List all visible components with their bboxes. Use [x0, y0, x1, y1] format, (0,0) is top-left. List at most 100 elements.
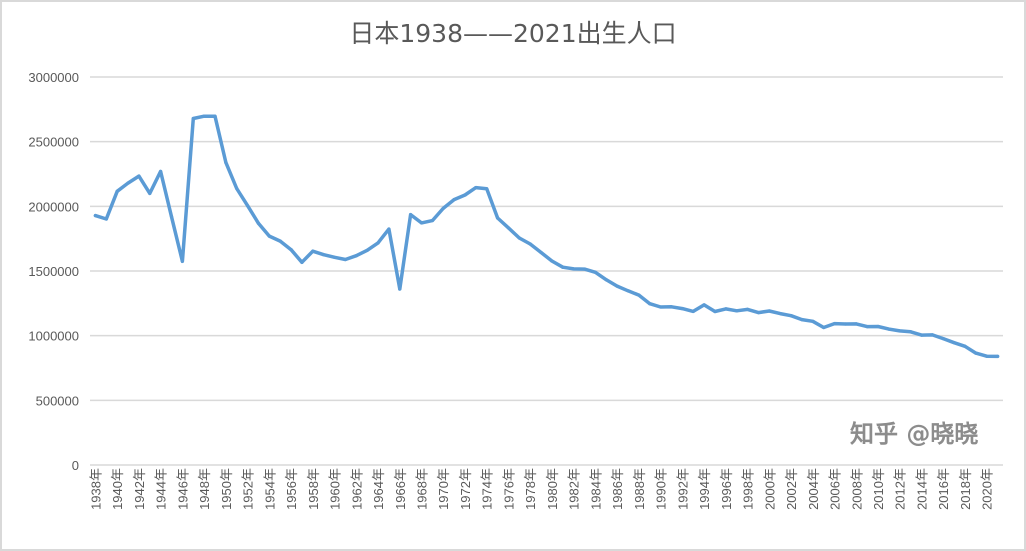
- x-tick-label: 2004年: [806, 468, 821, 510]
- data-point-1964: [376, 241, 380, 245]
- data-point-1959: [322, 253, 326, 257]
- data-point-1954: [267, 234, 271, 238]
- x-tick-label: 1992年: [675, 468, 690, 510]
- x-tick-label: 1940年: [110, 468, 125, 510]
- data-point-1939: [104, 217, 108, 221]
- data-point-1986: [615, 284, 619, 288]
- x-tick-label: 1970年: [436, 468, 451, 510]
- x-tick-label: 2006年: [828, 468, 843, 510]
- data-point-2010: [876, 324, 880, 329]
- x-tick-label: 1960年: [328, 468, 343, 510]
- data-point-1966: [398, 287, 402, 291]
- watermark: 知乎 @晓晓: [850, 420, 979, 448]
- x-tick-label: 1968年: [415, 468, 430, 510]
- y-tick-label: 500000: [36, 393, 79, 408]
- data-point-1990: [659, 305, 663, 309]
- data-point-2002: [789, 314, 793, 318]
- data-point-1998: [745, 307, 750, 312]
- x-tick-label: 2010年: [871, 468, 886, 510]
- data-point-1972: [463, 193, 467, 197]
- x-tick-label: 1962年: [349, 468, 364, 510]
- data-point-1955: [278, 239, 282, 243]
- data-point-1979: [539, 250, 543, 255]
- x-tick-label: 2012年: [893, 468, 908, 510]
- data-point-1991: [669, 305, 674, 309]
- data-point-2003: [800, 318, 804, 322]
- data-point-1963: [365, 248, 369, 252]
- x-tick-label: 1988年: [632, 468, 647, 510]
- data-point-1960: [332, 255, 337, 259]
- x-tick-label: 1994年: [697, 468, 712, 510]
- data-point-1969: [430, 218, 434, 223]
- x-tick-label: 2016年: [936, 468, 951, 510]
- data-point-1948: [202, 114, 206, 118]
- x-tick-label: 1984年: [588, 468, 603, 510]
- x-tick-label: 1948年: [197, 468, 212, 510]
- data-point-1952: [246, 204, 250, 208]
- data-point-2001: [778, 311, 782, 316]
- x-tick-label: 1980年: [545, 468, 560, 510]
- data-point-2009: [865, 325, 869, 329]
- y-tick-label: 0: [72, 458, 79, 473]
- x-tick-label: 1996年: [719, 468, 734, 510]
- x-tick-label: 2008年: [849, 468, 864, 510]
- data-point-1980: [550, 259, 554, 263]
- data-point-1968: [419, 221, 424, 225]
- data-point-1996: [724, 307, 728, 311]
- data-point-2005: [822, 325, 826, 330]
- data-point-1953: [256, 221, 261, 226]
- x-tick-label: 1974年: [480, 468, 495, 510]
- data-point-2018: [963, 344, 967, 348]
- x-tick-label: 1946年: [175, 468, 190, 510]
- y-tick-label: 2000000: [28, 199, 79, 214]
- data-point-1946: [180, 259, 184, 263]
- y-tick-label: 3000000: [28, 70, 79, 85]
- data-point-1981: [561, 265, 565, 269]
- data-point-1973: [474, 185, 478, 190]
- data-point-1971: [452, 198, 456, 202]
- data-point-2013: [909, 330, 913, 334]
- x-tick-label: 2014年: [914, 468, 929, 510]
- x-tick-label: 1986年: [610, 468, 625, 510]
- series-line: [93, 114, 1000, 359]
- data-point-2019: [974, 351, 978, 355]
- data-point-2007: [843, 322, 847, 326]
- data-point-1975: [495, 216, 500, 220]
- data-point-2004: [811, 319, 815, 323]
- data-point-1983: [582, 267, 587, 271]
- x-tick-label: 1976年: [501, 468, 516, 510]
- x-tick-label: 1998年: [741, 468, 756, 510]
- data-point-1944: [159, 169, 163, 174]
- x-tick-label: 1964年: [371, 468, 386, 510]
- data-point-1988: [637, 293, 641, 297]
- data-point-1985: [604, 278, 608, 282]
- x-tick-label: 1982年: [567, 468, 582, 510]
- x-tick-label: 2020年: [980, 468, 995, 510]
- x-tick-label: 1954年: [262, 468, 277, 510]
- x-tick-label: 1952年: [241, 468, 256, 510]
- x-tick-label: 1956年: [284, 468, 299, 510]
- x-tick-label: 1972年: [458, 468, 473, 510]
- data-point-2000: [767, 309, 771, 313]
- y-tick-label: 1500000: [28, 264, 79, 279]
- data-point-1949: [213, 114, 217, 118]
- data-point-1945: [169, 215, 174, 219]
- data-point-2020: [985, 354, 989, 358]
- data-point-1974: [485, 187, 489, 191]
- data-point-1967: [409, 213, 413, 217]
- chart-title: 日本1938——2021出生人口: [349, 19, 677, 48]
- data-point-1947: [191, 116, 195, 121]
- data-point-1961: [343, 257, 348, 262]
- data-point-1987: [626, 289, 630, 293]
- x-tick-label: 1938年: [88, 468, 103, 510]
- data-point-1962: [354, 254, 358, 258]
- data-point-1994: [702, 303, 706, 307]
- data-point-1970: [441, 206, 445, 211]
- data-point-1940: [115, 189, 119, 193]
- x-tick-label: 2000年: [762, 468, 777, 510]
- data-point-1977: [517, 236, 521, 240]
- data-point-1956: [289, 248, 293, 252]
- x-tick-label: 1978年: [523, 468, 538, 510]
- x-tick-label: 1944年: [154, 468, 169, 510]
